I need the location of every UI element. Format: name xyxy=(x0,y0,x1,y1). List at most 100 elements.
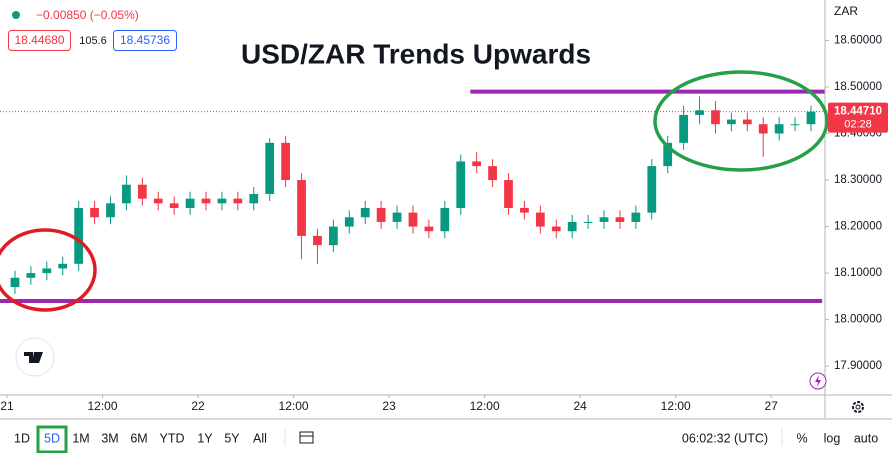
x-tick-label: 12:00 xyxy=(88,399,118,413)
range-button[interactable]: 5D xyxy=(44,431,60,445)
ask-price[interactable]: 18.45736 xyxy=(120,33,170,47)
candle-body xyxy=(551,226,561,232)
toolbar: 1D 5D 1M 3M 6M YTD 1Y 5Y All% log auto xyxy=(14,431,878,445)
scale-option[interactable]: % xyxy=(796,431,807,445)
candle-body xyxy=(631,212,641,222)
clock: 06:02:32 (UTC) xyxy=(682,431,768,445)
y-tick-label: 18.00000 xyxy=(834,314,882,326)
candle-body xyxy=(344,217,354,227)
candle-body xyxy=(360,207,370,218)
range-button[interactable]: 1D xyxy=(14,431,30,445)
range-button[interactable]: 6M xyxy=(130,431,147,445)
last-price-box xyxy=(828,102,888,133)
settings-icon[interactable] xyxy=(852,401,864,413)
ask-box[interactable] xyxy=(113,30,177,51)
scale-option[interactable]: auto xyxy=(854,431,878,445)
candle-body xyxy=(297,180,306,236)
candle-body xyxy=(472,161,482,167)
candle-body xyxy=(169,203,179,208)
candle-body xyxy=(504,180,513,208)
candle-body xyxy=(153,198,163,204)
spread: 105.6 xyxy=(79,35,107,47)
candle-body xyxy=(742,119,752,125)
last-price-label: 18.44710 xyxy=(834,106,882,118)
x-tick-label: 27 xyxy=(765,399,779,413)
calendar-icon-frame[interactable] xyxy=(299,431,314,444)
settings-icon-center xyxy=(855,404,861,410)
candle-body xyxy=(806,111,816,125)
logo-mark xyxy=(24,352,43,363)
x-tick-label: 22 xyxy=(191,399,205,413)
x-tick-label: 12:00 xyxy=(279,399,309,413)
candle-body xyxy=(488,166,497,181)
candle-body xyxy=(392,212,402,222)
range-button[interactable]: YTD xyxy=(160,431,185,445)
x-tick-label: 23 xyxy=(382,399,396,413)
x-tick-label: 12:00 xyxy=(470,399,500,413)
y-tick-label: 18.50000 xyxy=(834,81,882,93)
candle-body xyxy=(583,221,593,223)
highlight-ellipse-green xyxy=(653,70,829,172)
candle-body xyxy=(456,161,466,208)
alert-icon-bolt xyxy=(815,375,821,387)
candle-body xyxy=(90,207,99,218)
y-tick-label: 18.60000 xyxy=(834,35,882,47)
candle-body xyxy=(424,226,434,232)
candle-body xyxy=(599,217,609,222)
candle-body xyxy=(217,198,227,204)
candle-body xyxy=(106,203,115,218)
plot-area xyxy=(0,89,825,304)
bar-countdown: 02:28 xyxy=(844,119,872,131)
candle-body xyxy=(695,110,704,115)
range-button[interactable]: 1Y xyxy=(197,431,213,445)
y-tick-label: 18.20000 xyxy=(834,221,882,233)
y-tick-label: 18.10000 xyxy=(834,267,882,279)
candle-body xyxy=(679,114,689,143)
candle-body xyxy=(201,198,211,204)
bid-box[interactable] xyxy=(8,30,71,51)
range-button[interactable]: 1M xyxy=(72,431,89,445)
candle-body xyxy=(711,110,720,125)
candle-body xyxy=(774,124,784,134)
y-tick-label: 18.30000 xyxy=(834,174,882,186)
candle-body xyxy=(74,207,84,264)
range-button[interactable]: 5Y xyxy=(224,431,240,445)
candle-body xyxy=(26,273,36,278)
status-dot xyxy=(12,11,20,19)
candle-body xyxy=(567,221,577,232)
price-change: −0.00850 (−0.05%) xyxy=(36,8,139,22)
chart-title: USD/ZAR Trends Upwards xyxy=(241,38,591,69)
range-button[interactable]: All xyxy=(253,431,267,445)
candle-body xyxy=(615,217,625,222)
highlight-ellipse-red xyxy=(0,228,97,312)
candle-body xyxy=(137,184,147,199)
scale-option[interactable]: log xyxy=(824,431,841,445)
range-button[interactable]: 3M xyxy=(101,431,118,445)
candle-body xyxy=(790,124,800,126)
candle-body xyxy=(58,263,68,269)
candle-body xyxy=(535,212,545,227)
candle-body xyxy=(328,226,338,246)
candle-body xyxy=(758,124,768,134)
candle-body xyxy=(233,198,243,204)
candle-body xyxy=(122,184,131,204)
active-range-highlight xyxy=(36,425,68,453)
candle-body xyxy=(408,212,418,227)
candle-body xyxy=(281,142,290,181)
candle-body xyxy=(249,194,259,204)
candle-body xyxy=(42,268,52,274)
candle-body xyxy=(313,235,322,246)
candle-body xyxy=(520,207,529,213)
bid-price[interactable]: 18.44680 xyxy=(14,33,64,47)
currency: ZAR xyxy=(834,4,858,18)
candle-body xyxy=(376,207,386,222)
y-tick-label: 17.90000 xyxy=(834,360,882,372)
calendar-icon[interactable] xyxy=(299,431,314,444)
candle-body xyxy=(647,166,657,213)
candle-body xyxy=(727,119,736,125)
candle-body xyxy=(440,207,450,232)
candle-body xyxy=(10,277,20,288)
x-tick-label: 12:00 xyxy=(661,399,691,413)
candle-body xyxy=(265,142,275,195)
